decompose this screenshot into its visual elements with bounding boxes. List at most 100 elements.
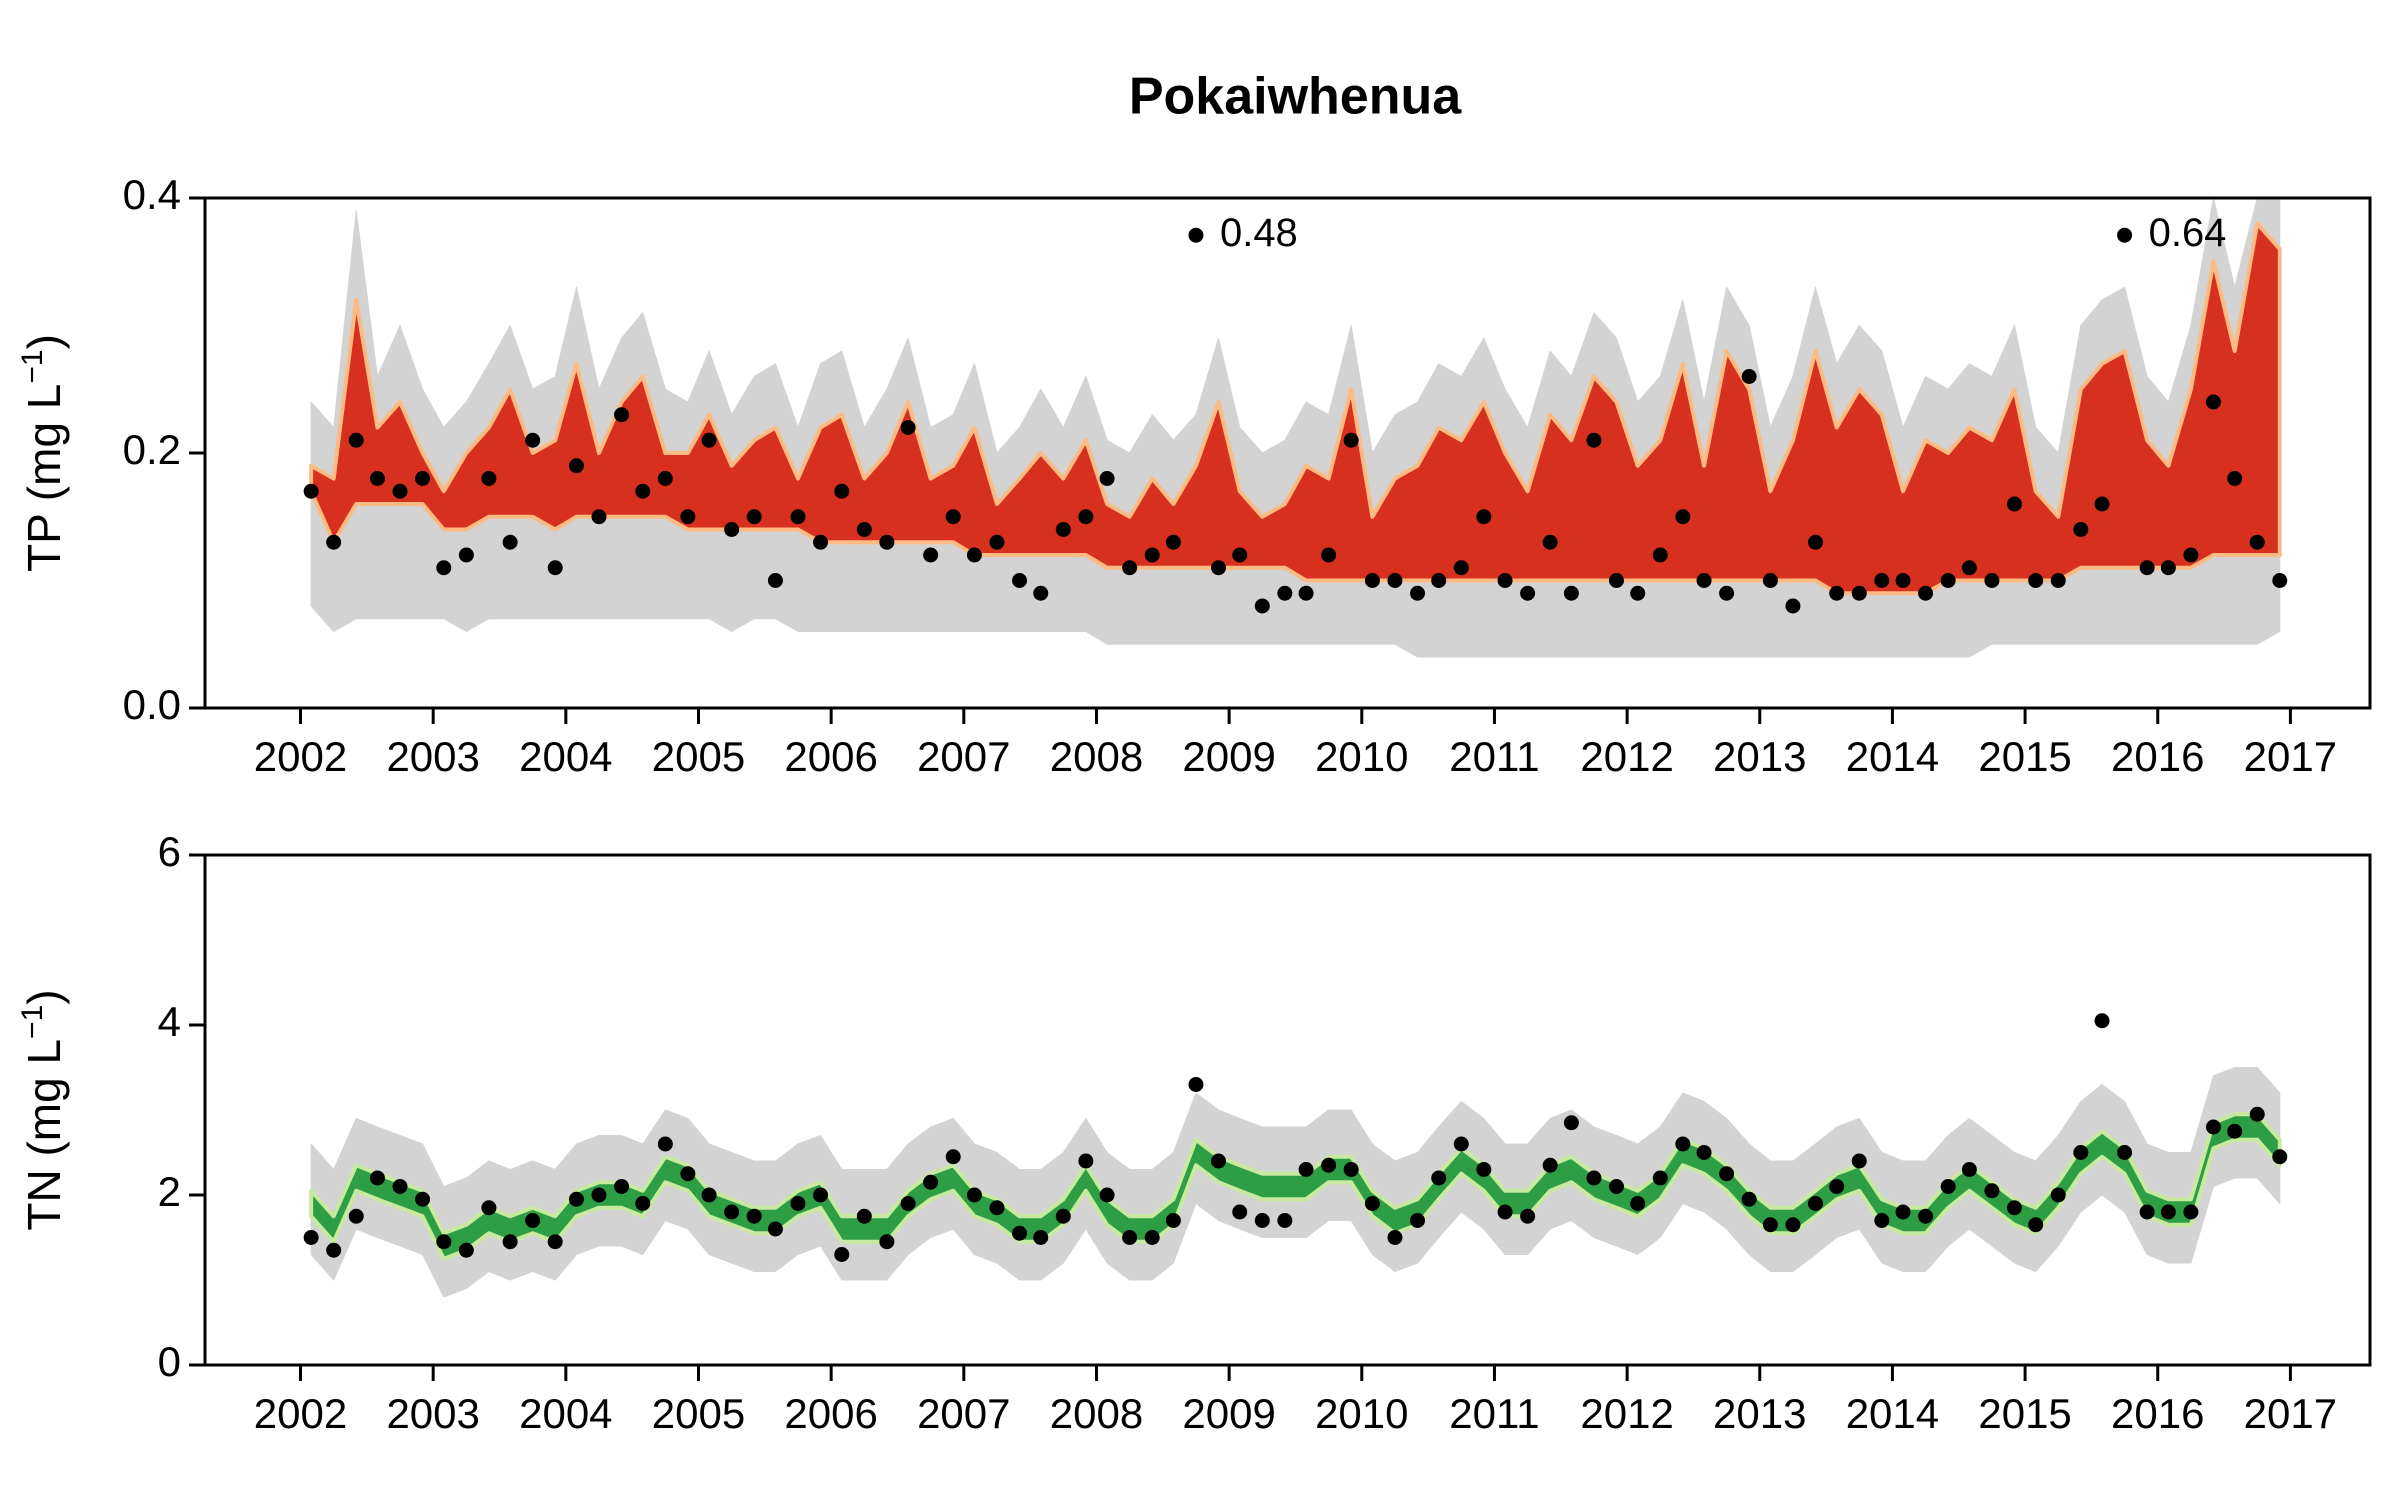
y-tick-label: 0 xyxy=(158,1338,181,1385)
observation xyxy=(1410,585,1426,601)
observation xyxy=(657,1136,673,1152)
observation xyxy=(724,522,740,537)
observation xyxy=(834,483,850,499)
x-tick-label: 2010 xyxy=(1315,733,1408,780)
observation xyxy=(1762,1217,1778,1233)
x-tick-label: 2017 xyxy=(2244,1390,2337,1437)
observation xyxy=(790,1196,806,1211)
observation xyxy=(547,1234,563,1250)
observation xyxy=(2006,496,2022,512)
observation xyxy=(1542,534,1558,550)
observation xyxy=(1122,1230,1138,1245)
observation xyxy=(1940,1179,1956,1194)
observation xyxy=(1630,1196,1646,1211)
observation xyxy=(1874,1213,1890,1228)
observation xyxy=(392,1179,408,1194)
observation xyxy=(2094,1013,2110,1029)
observation xyxy=(879,1234,895,1250)
observation xyxy=(2272,573,2288,588)
observation xyxy=(614,1179,630,1194)
off-scale-point xyxy=(2117,227,2133,243)
observation xyxy=(1343,1162,1359,1177)
observation xyxy=(1033,1230,1049,1245)
y-tick-label: 4 xyxy=(158,998,181,1045)
observation xyxy=(1144,1230,1160,1245)
y-tick-label: 0.4 xyxy=(123,171,181,218)
observation xyxy=(2183,1204,2199,1220)
observation xyxy=(2139,1204,2155,1220)
observation xyxy=(900,1196,916,1211)
observation xyxy=(1165,534,1181,550)
observation xyxy=(1476,1162,1492,1177)
observation xyxy=(813,1187,829,1203)
observation xyxy=(1608,1179,1624,1194)
observation xyxy=(945,509,961,525)
observation xyxy=(1874,573,1890,588)
x-tick-label: 2008 xyxy=(1050,733,1143,780)
observation xyxy=(525,432,541,448)
observation xyxy=(1211,560,1227,576)
observation xyxy=(2227,1123,2243,1139)
observation xyxy=(1254,1213,1270,1228)
observation xyxy=(1520,585,1536,601)
observation xyxy=(369,471,385,486)
observation xyxy=(2050,573,2066,588)
observation xyxy=(2073,522,2089,537)
observation xyxy=(591,1187,607,1203)
observation xyxy=(2227,471,2243,486)
observation xyxy=(2272,1149,2288,1165)
observation xyxy=(436,1234,452,1250)
y-axis-label-part: TN (mg L xyxy=(18,1039,70,1231)
observation xyxy=(326,1242,342,1258)
observation xyxy=(1829,585,1845,601)
plot-area xyxy=(303,198,2288,658)
x-tick-label: 2007 xyxy=(917,1390,1010,1437)
observation xyxy=(923,1174,939,1190)
observation xyxy=(568,1191,584,1207)
observation xyxy=(989,1200,1005,1216)
observation xyxy=(1961,560,1977,576)
y-tick-label: 0.2 xyxy=(123,426,181,473)
observation xyxy=(1055,1208,1071,1224)
observation xyxy=(326,534,342,550)
observation xyxy=(303,1230,319,1245)
observation xyxy=(1563,1115,1579,1131)
observation xyxy=(2249,534,2265,550)
x-tick-label: 2007 xyxy=(917,733,1010,780)
x-tick-label: 2003 xyxy=(386,1390,479,1437)
observation xyxy=(635,483,651,499)
observation xyxy=(2249,1106,2265,1122)
observation xyxy=(1321,547,1337,563)
observation xyxy=(1895,573,1911,588)
x-tick-label: 2002 xyxy=(254,733,347,780)
observation xyxy=(945,1149,961,1165)
off-scale-label: 0.48 xyxy=(1220,211,1298,255)
observation xyxy=(2160,560,2176,576)
chart-title: Pokaiwhenua xyxy=(1129,68,1462,126)
observation xyxy=(1984,1183,2000,1199)
observation xyxy=(1807,1196,1823,1211)
observation xyxy=(458,547,474,563)
x-tick-label: 2009 xyxy=(1182,1390,1275,1437)
observation xyxy=(1431,573,1447,588)
observation xyxy=(856,522,872,537)
observation xyxy=(1520,1208,1536,1224)
observation xyxy=(348,432,364,448)
observation xyxy=(369,1170,385,1186)
observation xyxy=(1918,1208,1934,1224)
observation xyxy=(1762,573,1778,588)
observation xyxy=(767,573,783,588)
x-tick-label: 2011 xyxy=(1449,1390,1539,1437)
observation xyxy=(547,560,563,576)
observation xyxy=(1851,1153,1867,1169)
observation xyxy=(1055,522,1071,537)
x-tick-label: 2017 xyxy=(2244,733,2337,780)
observation xyxy=(966,1187,982,1203)
observation xyxy=(1364,1196,1380,1211)
observation xyxy=(1696,573,1712,588)
observation xyxy=(392,483,408,499)
observation xyxy=(1387,573,1403,588)
observation xyxy=(2139,560,2155,576)
observation xyxy=(1608,573,1624,588)
observation xyxy=(2117,1145,2133,1160)
